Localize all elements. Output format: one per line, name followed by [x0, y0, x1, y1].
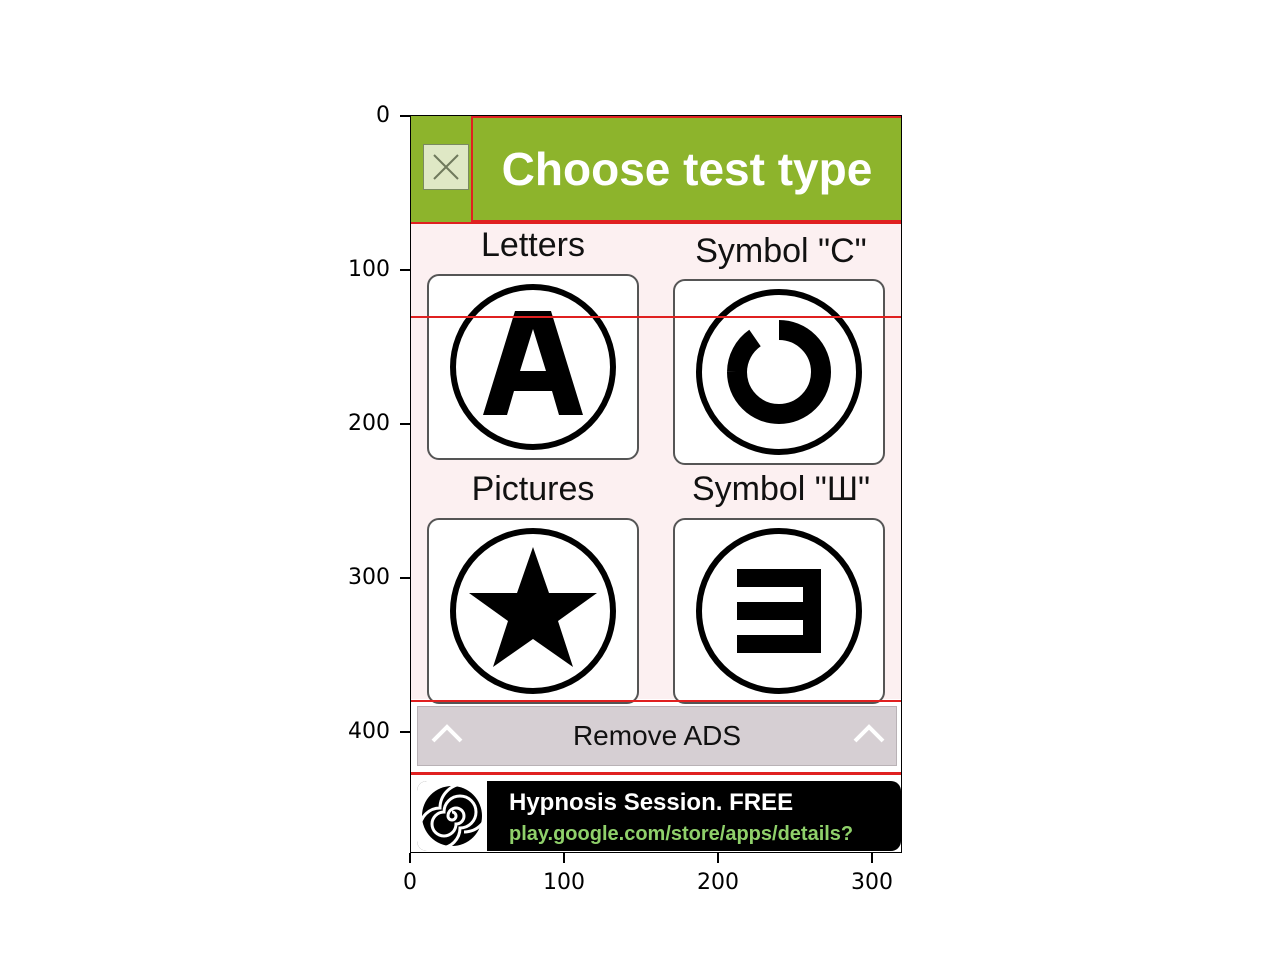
highlight-line [411, 316, 901, 318]
remove-ads-label: Remove ADS [572, 720, 742, 751]
y-tick-label: 0 [376, 103, 390, 128]
y-tick [400, 115, 410, 117]
y-tick-label: 300 [348, 565, 390, 590]
tumbling-e-icon [696, 528, 862, 694]
x-tick-label: 0 [403, 870, 417, 895]
y-tick [400, 731, 410, 733]
option-label-letters: Letters [481, 226, 585, 264]
chevron-up-icon [853, 724, 885, 743]
y-tick [400, 577, 410, 579]
chevron-up-icon [431, 724, 463, 743]
x-tick-label: 200 [697, 870, 739, 895]
landolt-c-icon [696, 289, 862, 455]
close-icon [433, 154, 459, 180]
y-tick-label: 200 [348, 411, 390, 436]
ad-title: Hypnosis Session. FREE [509, 789, 794, 816]
header-bar: Choose test type [411, 116, 901, 222]
option-label-symbol-c: Symbol "C" [695, 232, 867, 270]
y-tick-label: 100 [348, 257, 390, 282]
star-icon [450, 528, 616, 694]
close-button[interactable] [423, 144, 469, 190]
option-pictures-button[interactable] [427, 518, 639, 704]
page-title: Choose test type [471, 116, 901, 222]
option-label-symbol-sha: Symbol "Ш" [691, 470, 871, 508]
highlight-line [411, 222, 901, 224]
letter-a-icon [450, 284, 616, 450]
x-tick [717, 853, 719, 863]
test-type-grid: Letters Symbol "C" Pictures Symbol [411, 222, 901, 704]
option-symbol-c-button[interactable] [673, 279, 885, 465]
ad-icon [417, 781, 487, 851]
ad-url[interactable]: play.google.com/store/apps/details? [509, 823, 854, 845]
y-tick [400, 269, 410, 271]
x-tick-label: 300 [851, 870, 893, 895]
x-tick [871, 853, 873, 863]
y-tick [400, 423, 410, 425]
x-tick [563, 853, 565, 863]
option-letters-button[interactable] [427, 274, 639, 460]
x-tick [409, 853, 411, 863]
x-tick-label: 100 [543, 870, 585, 895]
highlight-line [411, 700, 901, 702]
app-screen: Choose test type Letters Symbol "C" Pict… [410, 115, 902, 853]
ad-banner[interactable]: Hypnosis Session. FREE play.google.com/s… [417, 781, 901, 851]
highlight-line [411, 772, 901, 775]
remove-ads-button[interactable]: Remove ADS [417, 706, 897, 766]
option-symbol-sha-button[interactable] [673, 518, 885, 704]
option-label-pictures: Pictures [471, 470, 595, 508]
y-tick-label: 400 [348, 719, 390, 744]
spiral-icon [420, 784, 484, 848]
